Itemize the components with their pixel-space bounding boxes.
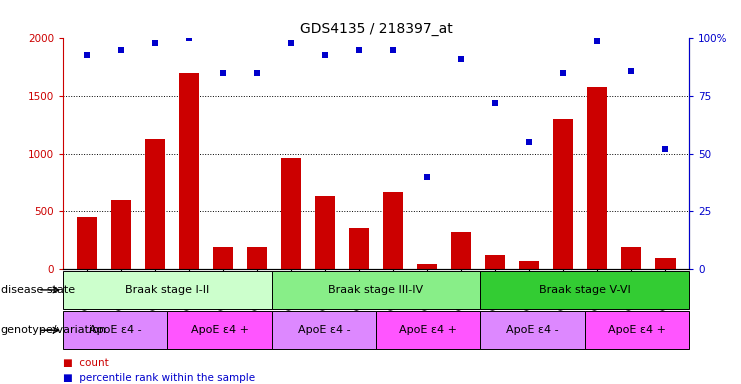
Bar [553,119,574,269]
Point [523,139,535,145]
Point [659,146,671,152]
Bar [63,311,167,349]
Point [149,40,161,46]
Bar [247,248,268,269]
Bar [315,196,335,269]
Text: genotype/variation: genotype/variation [1,325,107,335]
Text: ■  percentile rank within the sample: ■ percentile rank within the sample [63,373,255,383]
Point [387,47,399,53]
Point [319,51,331,58]
Point [217,70,229,76]
Text: ■  count: ■ count [63,358,109,368]
Bar [179,73,199,269]
Bar [63,271,272,309]
Point [353,47,365,53]
Point [489,100,501,106]
Bar [417,264,437,269]
Text: ApoE ε4 +: ApoE ε4 + [608,325,666,335]
Bar [272,271,480,309]
Point [421,174,433,180]
Bar [76,217,97,269]
Point [625,68,637,74]
Point [285,40,297,46]
Point [455,56,467,62]
Bar [585,311,689,349]
Bar [485,255,505,269]
Point [115,47,127,53]
Bar [167,311,272,349]
Bar [281,158,301,269]
Text: ApoE ε4 +: ApoE ε4 + [190,325,248,335]
Text: ApoE ε4 -: ApoE ε4 - [89,325,142,335]
Point [183,35,195,41]
Point [81,51,93,58]
Bar [451,232,471,269]
Bar [383,192,403,269]
Bar [587,87,608,269]
Bar [349,228,369,269]
Bar [480,311,585,349]
Bar [655,258,676,269]
Text: ApoE ε4 -: ApoE ε4 - [298,325,350,335]
Text: disease state: disease state [1,285,75,295]
Point [557,70,569,76]
Bar [480,271,689,309]
Text: Braak stage I-II: Braak stage I-II [125,285,210,295]
Bar [272,311,376,349]
Title: GDS4135 / 218397_at: GDS4135 / 218397_at [299,22,453,36]
Text: Braak stage III-IV: Braak stage III-IV [328,285,424,295]
Text: ApoE ε4 +: ApoE ε4 + [399,325,457,335]
Text: ApoE ε4 -: ApoE ε4 - [506,325,559,335]
Text: Braak stage V-VI: Braak stage V-VI [539,285,631,295]
Bar [213,248,233,269]
Bar [144,139,165,269]
Bar [110,200,131,269]
Bar [621,248,642,269]
Point [591,38,603,44]
Bar [376,311,480,349]
Bar [519,261,539,269]
Point [251,70,263,76]
